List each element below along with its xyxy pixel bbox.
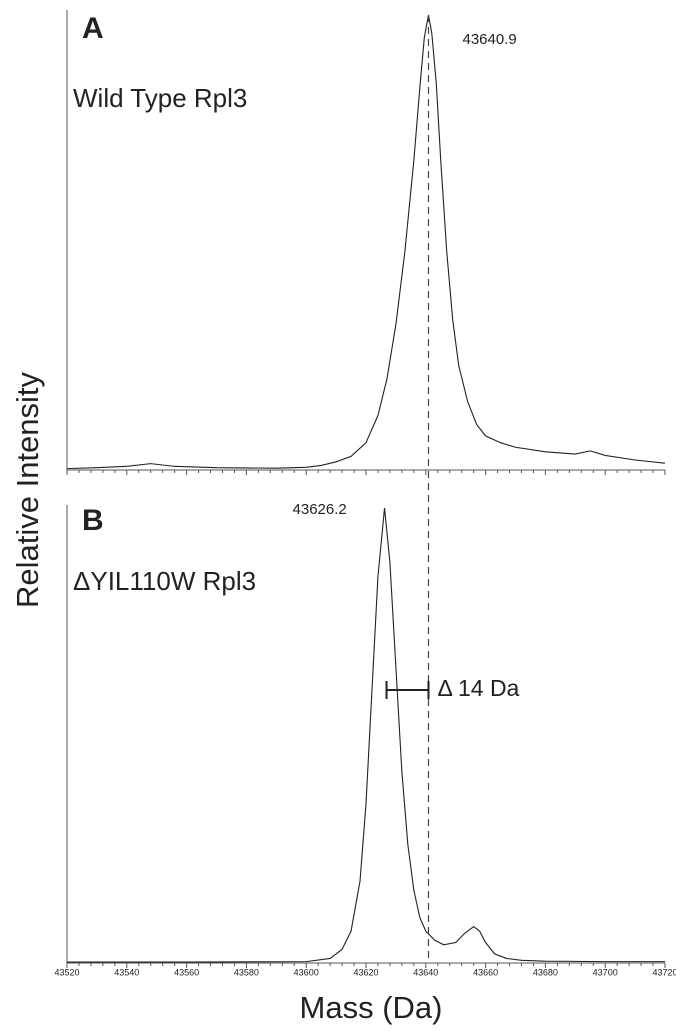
x-tick-label: 43580 xyxy=(234,967,259,977)
x-tick-label: 43720 xyxy=(652,967,676,977)
panel-subtitle: ΔYIL110W Rpl3 xyxy=(73,566,256,596)
peak-label: 43626.2 xyxy=(293,501,347,518)
peak-label: 43640.9 xyxy=(462,31,516,48)
spectrum-line xyxy=(67,507,665,963)
x-tick-label: 43520 xyxy=(54,967,79,977)
x-tick-label: 43660 xyxy=(473,967,498,977)
panel-label: A xyxy=(82,12,104,45)
x-tick-label: 43680 xyxy=(533,967,558,977)
spectrum-line xyxy=(66,14,666,470)
y-axis-label: Relative Intensity xyxy=(10,371,45,608)
x-tick-label: 43560 xyxy=(174,967,199,977)
x-tick-label: 43540 xyxy=(114,967,139,977)
delta-label: Δ 14 Da xyxy=(437,675,519,701)
x-tick-label: 43620 xyxy=(353,967,378,977)
panel-subtitle: Wild Type Rpl3 xyxy=(73,83,247,113)
x-tick-label: 43640 xyxy=(413,967,438,977)
x-tick-label: 43700 xyxy=(593,967,618,977)
x-tick-label: 43600 xyxy=(294,967,319,977)
x-axis-label: Mass (Da) xyxy=(300,990,443,1025)
panel-label: B xyxy=(82,504,104,537)
